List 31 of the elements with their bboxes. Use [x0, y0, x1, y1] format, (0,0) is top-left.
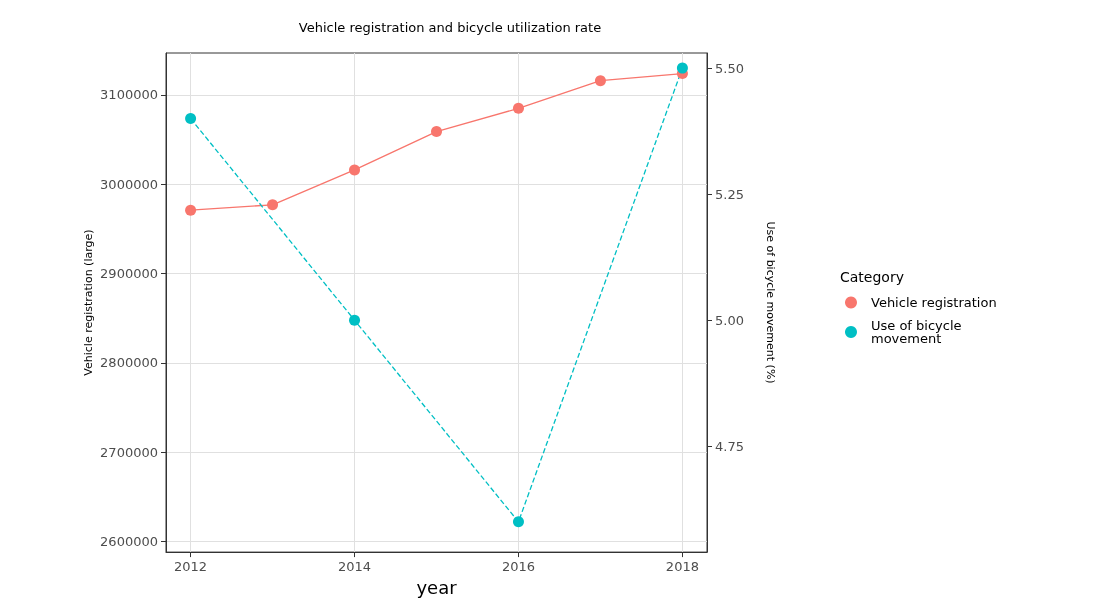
x-tick-label: 2016 [501, 559, 536, 575]
x-tick-label: 2018 [665, 559, 699, 575]
point [676, 62, 688, 74]
y-tick-label: 2700000 [100, 444, 158, 460]
y-tick-label: 2900000 [100, 266, 158, 282]
y-tick-label: 3100000 [100, 87, 158, 103]
y2-tick-label: 5.25 [715, 186, 744, 202]
point [185, 113, 197, 125]
point [349, 314, 361, 326]
y-tick-label: 2600000 [100, 533, 158, 549]
point [512, 102, 524, 114]
point [431, 126, 442, 138]
legend-label: Use of bicycle movement [871, 318, 966, 346]
x-tick-label: 2014 [337, 559, 372, 575]
point [349, 164, 361, 176]
point [185, 204, 197, 216]
legend-label: Vehicle registration [871, 295, 997, 310]
y-tick-label: 2800000 [100, 355, 158, 371]
y2-tick-label: 4.75 [715, 438, 744, 454]
legend-title: Category [840, 269, 904, 285]
y2-tick-label: 5.50 [715, 60, 744, 76]
chart-title: Vehicle registration and bicycle utilization rate [298, 20, 602, 35]
point [267, 199, 279, 211]
y-tick-label: 3000000 [100, 176, 158, 192]
y-axis-title: Vehicle registration (large) [82, 229, 95, 376]
x-tick-label: 2012 [174, 559, 208, 575]
x-axis-title: year [416, 576, 458, 598]
y2-tick-label: 5.00 [715, 312, 744, 328]
y2-axis-title: Use of bicycle movement (%) [764, 221, 777, 384]
point [594, 75, 606, 87]
point [512, 516, 524, 528]
